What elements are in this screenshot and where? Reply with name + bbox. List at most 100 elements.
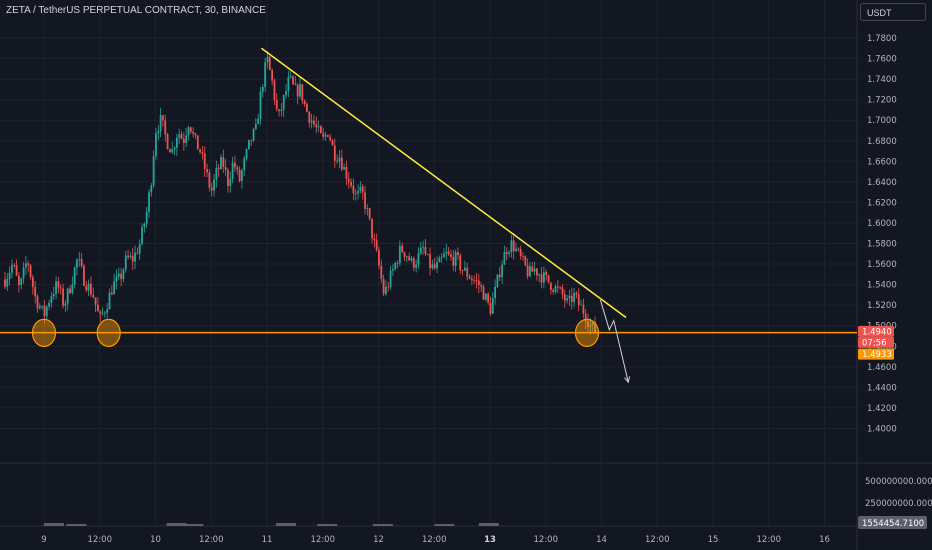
volume-bar	[166, 523, 187, 526]
candle-body	[108, 292, 111, 310]
candle-body	[38, 306, 41, 309]
candle-body	[273, 80, 276, 100]
candle-body	[329, 136, 332, 141]
candle-body	[45, 306, 48, 317]
candle-body	[426, 253, 429, 255]
candle-body	[408, 256, 411, 261]
candle-body	[517, 248, 520, 250]
candle-body	[484, 293, 487, 300]
candle-body	[29, 265, 32, 278]
candle-body	[466, 267, 469, 277]
candle-body	[96, 304, 99, 312]
candle-body	[275, 99, 278, 110]
time-axis[interactable]: 9 12:00 10 12:00 11 12:00 12 12:00 13 12:00 14 12:0…	[41, 535, 830, 545]
candle-body	[24, 263, 27, 268]
candle-body	[57, 281, 60, 288]
currency-button[interactable]: USDT	[860, 3, 926, 21]
candle-body	[350, 182, 352, 186]
candle-body	[496, 274, 499, 287]
candle-body	[359, 186, 362, 191]
volume-bar	[183, 524, 204, 526]
candle-body	[159, 115, 162, 132]
candle-body	[245, 149, 248, 159]
candle-body	[231, 162, 234, 179]
candle-body	[148, 192, 150, 212]
candle-body	[438, 257, 441, 263]
volume-tick-label: 500000000.0000	[865, 477, 932, 487]
candle-body	[243, 158, 246, 171]
candle-body	[580, 304, 582, 306]
candle-body	[296, 84, 299, 97]
candle-body	[192, 131, 195, 134]
candle-body	[403, 252, 406, 258]
candle-body	[582, 304, 585, 314]
candle-body	[591, 322, 594, 326]
candle-body	[505, 252, 508, 255]
candle-body	[138, 243, 141, 254]
price-tag-box	[858, 348, 894, 360]
price-tick-label: 1.4600	[867, 363, 897, 373]
candle-body	[152, 156, 155, 186]
candle-body	[11, 265, 13, 273]
candle-body	[512, 240, 515, 252]
candle-body	[252, 129, 255, 141]
candle-body	[310, 120, 313, 123]
price-tick-label: 1.7200	[867, 96, 897, 106]
candle-body	[175, 137, 178, 148]
volume-bar	[372, 524, 393, 526]
candle-body	[354, 193, 357, 194]
candle-body	[155, 133, 157, 157]
candle-body	[422, 246, 424, 248]
candle-body	[8, 272, 11, 280]
candle-body	[141, 227, 143, 244]
price-tag-box	[858, 325, 894, 337]
candle-body	[371, 218, 373, 239]
candle-body	[450, 254, 452, 258]
candle-body	[254, 124, 257, 130]
candle-body	[173, 147, 176, 150]
candle-body	[182, 138, 185, 143]
candle-body	[285, 91, 287, 96]
candle-body	[343, 166, 346, 170]
time-tick-label: 12:00	[199, 535, 224, 545]
candle-body	[157, 131, 160, 134]
candle-body	[217, 167, 220, 170]
candle-body	[491, 298, 494, 314]
candle-body	[549, 282, 552, 291]
candle-body	[59, 287, 62, 289]
candle-body	[375, 240, 378, 251]
candle-body	[398, 245, 401, 264]
candle-body	[577, 294, 580, 306]
candle-body	[317, 126, 320, 128]
candle-body	[52, 294, 55, 297]
candle-body	[85, 285, 88, 291]
candle-body	[110, 292, 113, 295]
candle-body	[196, 135, 199, 150]
candle-body	[20, 278, 23, 285]
candle-body	[187, 127, 190, 136]
candle-body	[587, 321, 589, 328]
candle-body	[99, 311, 102, 314]
candle-body	[227, 169, 229, 187]
candle-body	[559, 287, 562, 289]
candle-body	[78, 259, 81, 260]
candle-body	[234, 162, 236, 168]
candle-body	[589, 325, 592, 328]
candle-body	[389, 270, 392, 287]
candle-body	[259, 91, 262, 119]
candle-body	[394, 263, 397, 270]
candle-body	[103, 312, 106, 314]
candle-body	[508, 252, 510, 255]
candle-body	[542, 272, 545, 283]
volume-bar	[434, 524, 455, 526]
candle-body	[261, 87, 264, 92]
candle-body	[536, 268, 538, 276]
volume-bar	[317, 524, 338, 526]
candle-body	[340, 157, 343, 170]
candle-body	[18, 275, 20, 285]
candle-body	[464, 267, 466, 271]
candle-body	[224, 166, 227, 170]
candle-body	[366, 208, 369, 209]
price-axis[interactable]: 1.7800 1.7600 1.7400 1.7200 1.7000 1.6800 1.66…	[858, 34, 932, 529]
